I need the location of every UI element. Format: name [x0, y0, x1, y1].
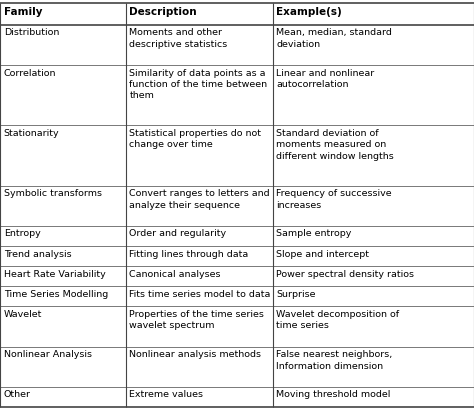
Text: Time Series Modelling: Time Series Modelling: [4, 289, 108, 298]
Text: Standard deviation of
moments measured on
different window lengths: Standard deviation of moments measured o…: [276, 128, 394, 160]
Text: Heart Rate Variability: Heart Rate Variability: [4, 269, 106, 278]
Text: Canonical analyses: Canonical analyses: [129, 269, 221, 278]
Text: Properties of the time series
wavelet spectrum: Properties of the time series wavelet sp…: [129, 309, 264, 330]
Text: Order and regularity: Order and regularity: [129, 229, 227, 238]
Text: Statistical properties do not
change over time: Statistical properties do not change ove…: [129, 128, 261, 149]
Text: Fitting lines through data: Fitting lines through data: [129, 249, 249, 258]
Text: Similarity of data points as a
function of the time between
them: Similarity of data points as a function …: [129, 68, 267, 100]
Text: Family: Family: [4, 7, 42, 16]
Text: Description: Description: [129, 7, 197, 16]
Text: Surprise: Surprise: [276, 289, 316, 298]
Text: Fits time series model to data: Fits time series model to data: [129, 289, 271, 298]
Text: Entropy: Entropy: [4, 229, 41, 238]
Text: Wavelet decomposition of
time series: Wavelet decomposition of time series: [276, 309, 400, 330]
Text: Nonlinear analysis methods: Nonlinear analysis methods: [129, 349, 261, 358]
Text: Moving threshold model: Moving threshold model: [276, 389, 391, 398]
Text: Extreme values: Extreme values: [129, 389, 203, 398]
Text: Other: Other: [4, 389, 31, 398]
Text: Stationarity: Stationarity: [4, 128, 59, 137]
Text: Correlation: Correlation: [4, 68, 56, 77]
Text: Convert ranges to letters and
analyze their sequence: Convert ranges to letters and analyze th…: [129, 189, 270, 209]
Text: Moments and other
descriptive statistics: Moments and other descriptive statistics: [129, 28, 228, 49]
Text: Nonlinear Analysis: Nonlinear Analysis: [4, 349, 92, 358]
Text: Symbolic transforms: Symbolic transforms: [4, 189, 102, 198]
Text: Trend analysis: Trend analysis: [4, 249, 72, 258]
Text: Frequency of successive
increases: Frequency of successive increases: [276, 189, 392, 209]
Text: Distribution: Distribution: [4, 28, 59, 37]
Text: Mean, median, standard
deviation: Mean, median, standard deviation: [276, 28, 392, 49]
Text: False nearest neighbors,
Information dimension: False nearest neighbors, Information dim…: [276, 349, 392, 370]
Text: Example(s): Example(s): [276, 7, 342, 16]
Text: Power spectral density ratios: Power spectral density ratios: [276, 269, 414, 278]
Text: Sample entropy: Sample entropy: [276, 229, 352, 238]
Text: Wavelet: Wavelet: [4, 309, 42, 318]
Text: Linear and nonlinear
autocorrelation: Linear and nonlinear autocorrelation: [276, 68, 374, 89]
Text: Slope and intercept: Slope and intercept: [276, 249, 369, 258]
